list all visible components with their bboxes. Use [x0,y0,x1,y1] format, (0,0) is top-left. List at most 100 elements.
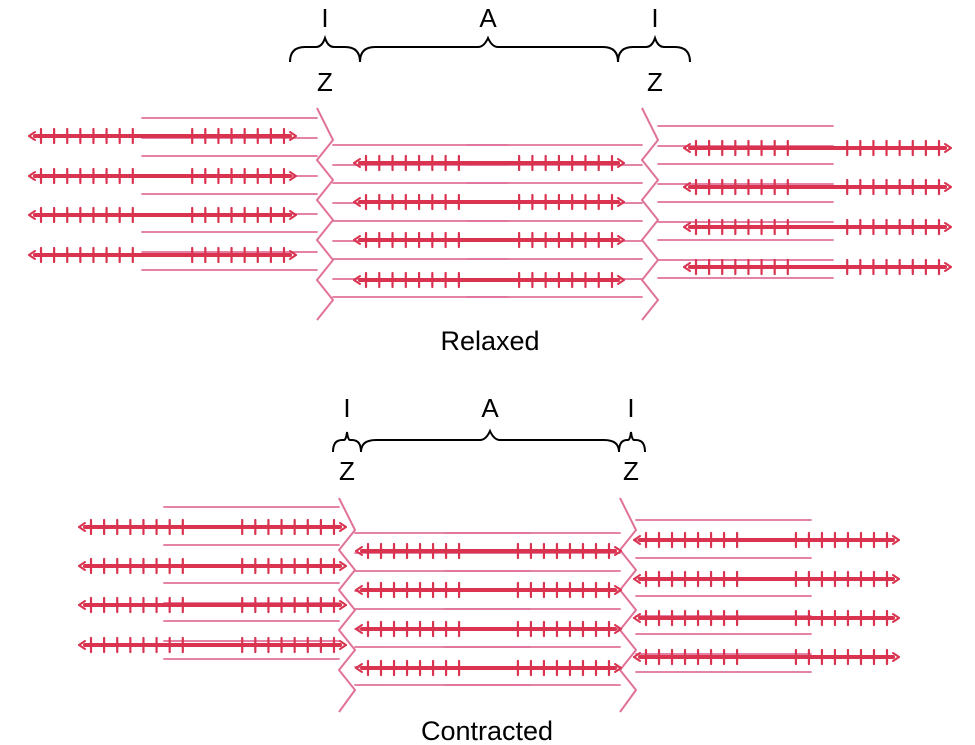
relaxed-a-band-bracket [359,35,619,63]
contracted-thick-filament-right-3-tip [633,652,641,658]
relaxed-thick-filament-right-0-tip [683,147,691,153]
contracted-z-discs [337,497,638,713]
contracted-thick-filament-center-0-tip [355,550,363,556]
relaxed-thick-filament-center-2-tip [353,239,361,245]
relaxed-band-brackets [289,34,691,63]
contracted-thick-filament-left-1-tip [78,561,86,567]
contracted-thick-filament-left-3-tip [339,644,347,650]
contracted-thick-filament-center-2-tip [355,624,363,630]
relaxed-thick-filament-right-3-tip [683,266,691,272]
relaxed-z-disc-right [640,107,660,321]
contracted-thick-filament-left-0-tip [339,526,347,532]
contracted-thick-filament-left-0 [78,518,347,536]
contracted-thick-filament-center-2-tip [614,628,622,634]
relaxed-thick-filament-center-0-tip [617,158,625,164]
relaxed-thick-filament-center-1-tip [353,197,361,203]
contracted-thick-filament-center-0-tip [614,546,622,552]
relaxed-thick-filament-right-2-tip [944,226,952,232]
contracted-thick-filament-right-1-tip [633,578,641,584]
relaxed-z-discs [315,107,660,321]
contracted-thick-filament-left-0-tip [339,522,347,528]
contracted-thick-filament-left-2-tip [339,600,347,606]
relaxed-thick-filament-left-3-tip [289,254,297,260]
relaxed-thick-filament-right-1 [683,178,952,196]
contracted-thick-filament-left-1 [78,557,347,575]
relaxed-thick-filament-right-2-tip [944,222,952,228]
relaxed-z-right-label: Z [647,67,663,97]
relaxed-caption: Relaxed [440,326,539,356]
contracted-thick-filament-center-1-tip [614,585,622,591]
relaxed-thick-filament-left-2-tip [28,210,36,216]
relaxed-thick-filament-center-0-tip [353,158,361,164]
contracted-thick-filament-right-0-tip [892,539,900,545]
relaxed-thick-filament-center-2-tip [353,235,361,241]
relaxed-thick-filament-center-0-tip [617,162,625,168]
contracted-thick-filament-center-1-tip [355,589,363,595]
relaxed-thick-filament-right-0 [683,139,952,157]
contracted-thick-filament-right-3-tip [892,656,900,662]
contracted-thick-filament-right-1-tip [633,574,641,580]
relaxed-thick-filament-left-0-tip [289,135,297,141]
relaxed-z-disc-left-zigzag [315,107,335,321]
relaxed-thick-filament-left-3 [28,246,297,264]
contracted-thick-filament-center-3-tip [614,667,622,673]
contracted-z-right-label: Z [623,456,639,486]
contracted-thick-filament-right-0 [633,531,900,549]
relaxed-thick-filament-right-0-tip [944,143,952,149]
contracted-panel: I A I Z Z Contracted [78,393,900,745]
relaxed-z-disc-left [315,107,335,321]
contracted-thick-filament-right-3-tip [892,652,900,658]
relaxed-thick-filament-left-2-tip [28,214,36,220]
relaxed-thin-filaments [141,117,834,298]
contracted-thick-filament-center-3 [355,659,622,677]
contracted-thick-filament-right-2-tip [892,613,900,619]
contracted-thick-filament-right-2 [633,609,900,627]
contracted-a-band-label: A [481,393,499,423]
contracted-thick-filament-center-3-tip [614,663,622,669]
contracted-thick-filament-left-1-tip [339,561,347,567]
contracted-thick-filament-right-1-tip [892,578,900,584]
contracted-thick-filament-left-2-tip [78,604,86,610]
relaxed-thick-filament-left-3-tip [28,250,36,256]
contracted-thick-filament-center-2-tip [355,628,363,634]
relaxed-thick-filament-center-0 [353,154,625,172]
contracted-thick-filament-right-2-tip [633,617,641,623]
relaxed-thick-filament-left-0-tip [28,135,36,141]
relaxed-thick-filament-center-0-tip [353,162,361,168]
contracted-thick-filament-left-3-tip [78,644,86,650]
contracted-thick-filament-right-1 [633,570,900,588]
relaxed-thick-filament-left-1 [28,167,297,185]
relaxed-thick-filament-right-1-tip [944,186,952,192]
contracted-z-disc-right-zigzag [618,497,638,713]
contracted-thick-filament-right-3 [633,648,900,666]
relaxed-panel: I A I Z Z Relaxed [28,3,952,356]
contracted-thick-filament-left-2-tip [339,604,347,610]
relaxed-thick-filament-right-3-tip [944,262,952,268]
relaxed-thick-filament-left-0-tip [289,131,297,137]
relaxed-thick-filament-center-2-tip [617,239,625,245]
contracted-thick-filament-right-0-tip [892,535,900,541]
contracted-thick-filament-left-2 [78,596,347,614]
relaxed-thick-filament-center-3-tip [617,275,625,281]
contracted-thick-filament-right-0-tip [633,539,641,545]
relaxed-thick-filament-left-1-tip [28,175,36,181]
relaxed-thick-filament-left-1-tip [28,171,36,177]
relaxed-thick-filament-right-2-tip [683,226,691,232]
relaxed-thick-filament-center-3 [353,271,625,289]
contracted-band-brackets [332,428,646,453]
relaxed-thick-filament-left-1-tip [289,175,297,181]
contracted-z-disc-left-zigzag [337,497,357,713]
relaxed-thick-filament-center-3-tip [353,275,361,281]
relaxed-thick-filament-center-3-tip [617,279,625,285]
contracted-thick-filament-center-3-tip [355,663,363,669]
relaxed-z-left-label: Z [317,67,333,97]
relaxed-thick-filament-right-2-tip [683,222,691,228]
contracted-thick-filament-center-0-tip [614,550,622,556]
contracted-thick-filament-center-1-tip [614,589,622,595]
relaxed-z-disc-right-zigzag [640,107,660,321]
relaxed-thick-filament-center-1-tip [617,197,625,203]
contracted-thick-filament-center-2 [355,620,622,638]
relaxed-thick-filament-left-2 [28,206,297,224]
contracted-z-left-label: Z [339,456,355,486]
contracted-i-band-bracket-right [618,431,646,453]
